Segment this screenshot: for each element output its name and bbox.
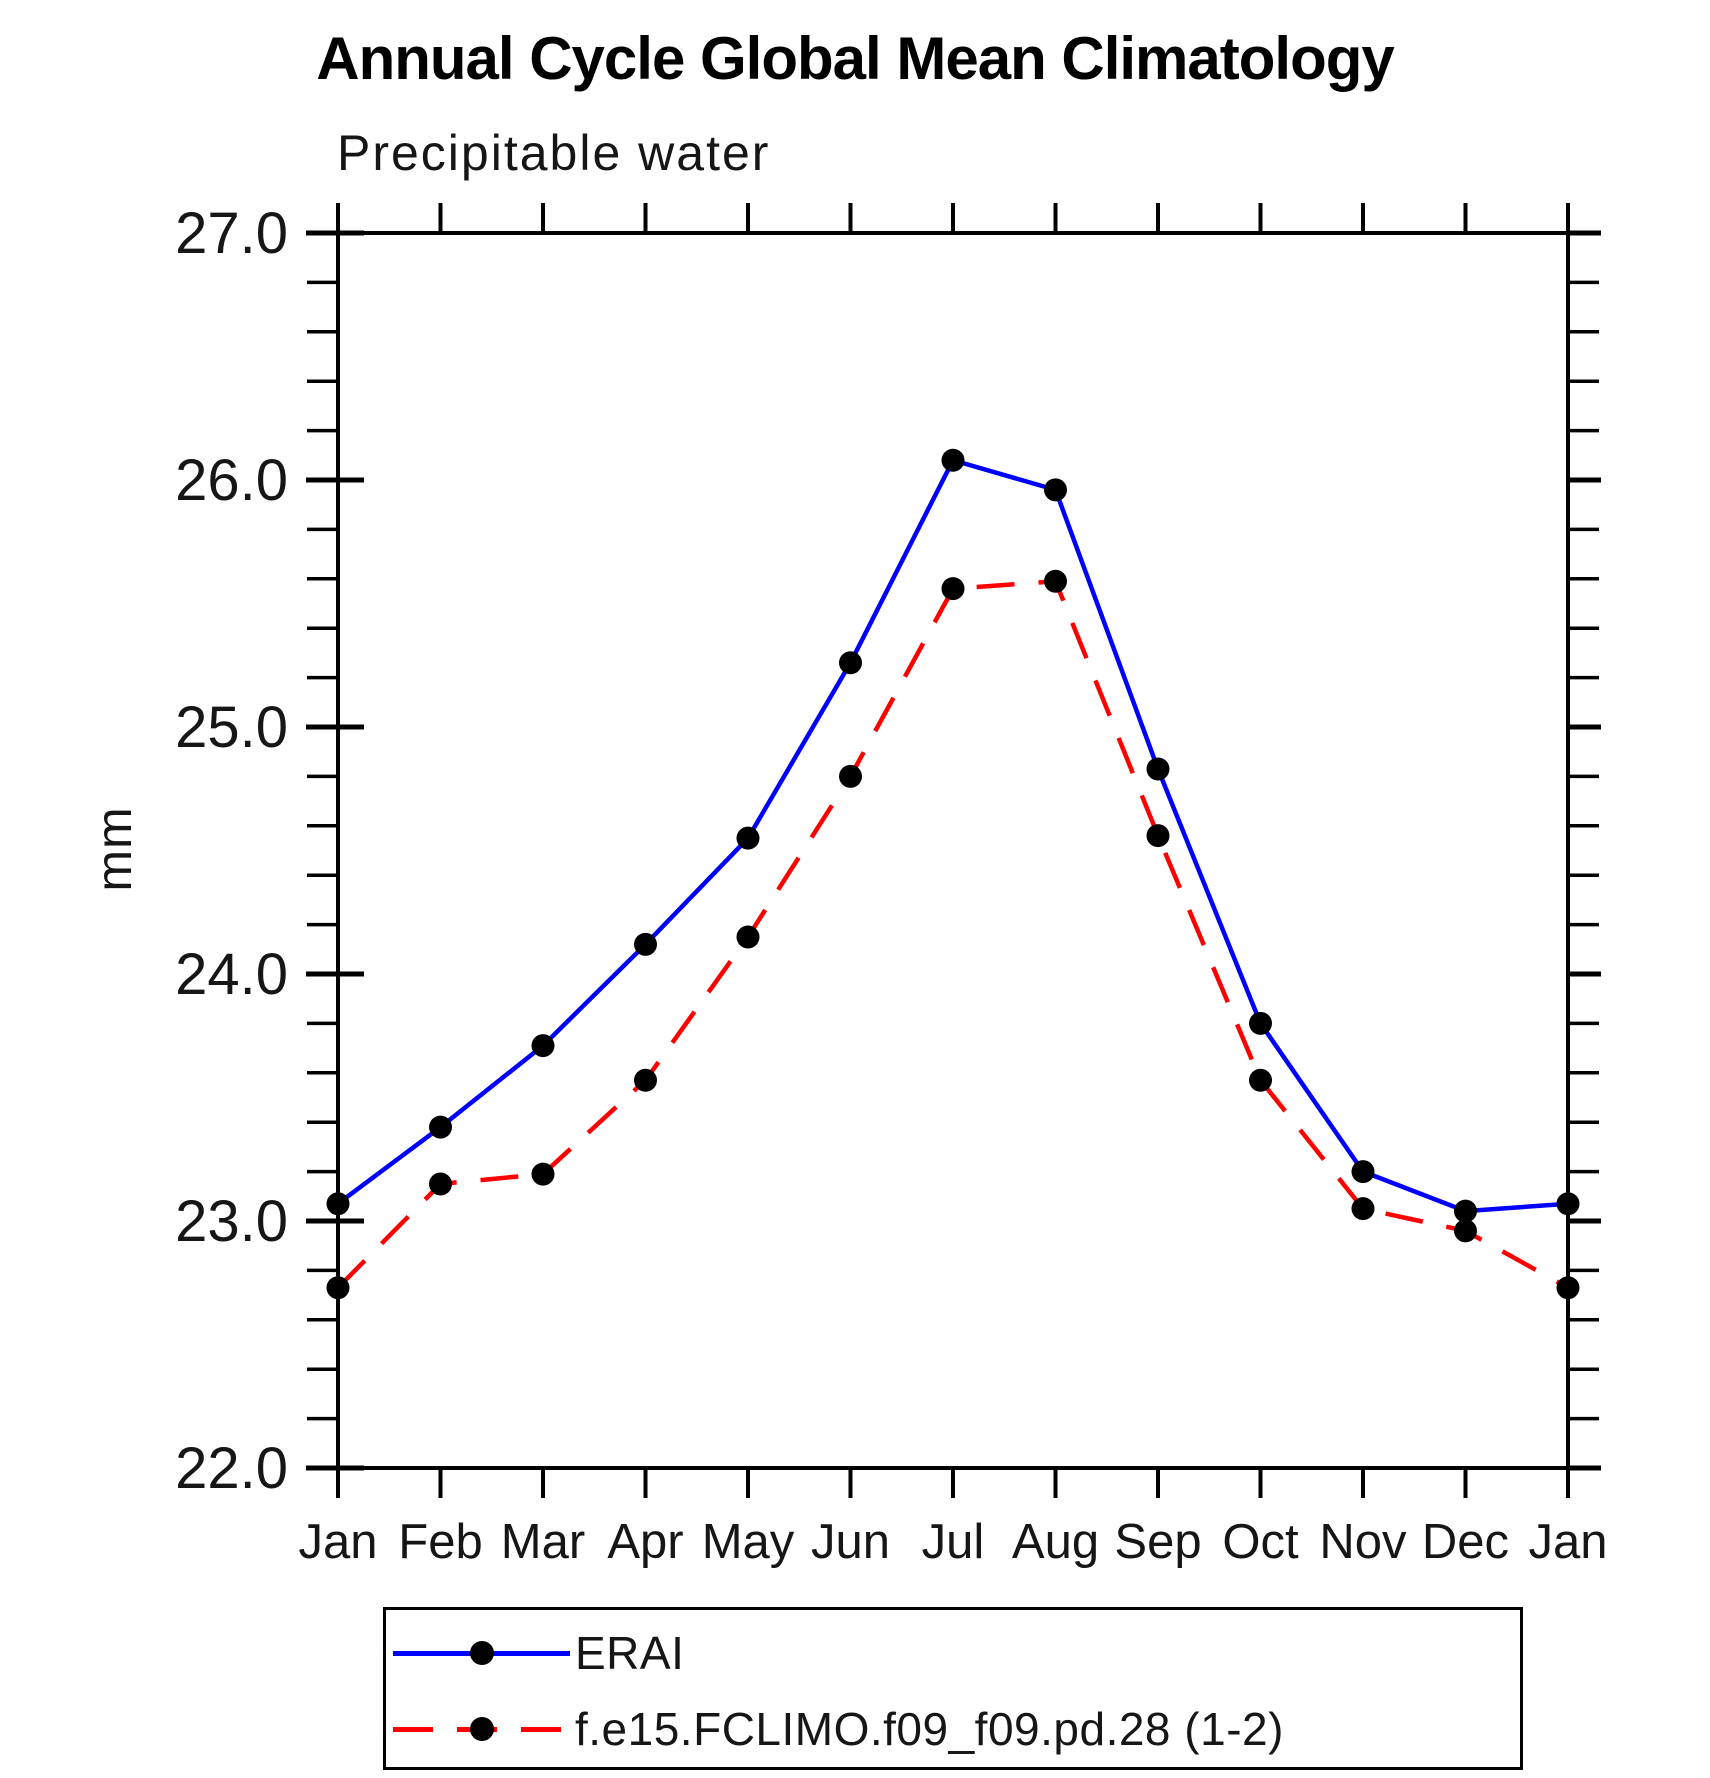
x-axis-tick-label: Dec (1422, 1515, 1509, 1569)
data-point-marker (634, 1068, 657, 1092)
data-point-marker (1454, 1199, 1477, 1223)
x-axis-tick-label: Aug (1012, 1515, 1099, 1569)
data-point-marker (1556, 1276, 1580, 1300)
legend-label-model: f.e15.FCLIMO.f09_f09.pd.28 (1-2) (575, 1703, 1284, 1755)
y-axis-tick-label: 23.0 (175, 1189, 288, 1254)
x-axis-tick-label: May (702, 1515, 795, 1569)
data-point-marker (1249, 1011, 1272, 1035)
data-point-marker (1556, 1192, 1580, 1216)
chart-title: Annual Cycle Global Mean Climatology (316, 25, 1395, 92)
legend-label-erai: ERAI (575, 1627, 685, 1679)
data-point-marker (941, 448, 965, 472)
legend-marker-dot (469, 1717, 494, 1741)
legend-box: ERAI f.e15.FCLIMO.f09_f09.pd.28 (1-2) (383, 1607, 1523, 1770)
x-axis-tick-label: Jul (922, 1515, 985, 1569)
x-axis-tick-label: Oct (1222, 1515, 1299, 1569)
erai-series-line (336, 457, 1569, 1214)
data-point-marker (1146, 757, 1170, 781)
y-axis-tick-label: 26.0 (175, 448, 288, 513)
x-axis-tick-label: Jan (1528, 1515, 1607, 1569)
data-point-marker (839, 764, 862, 788)
data-point-marker (839, 651, 862, 675)
legend-item-erai: ERAI (393, 1613, 684, 1693)
data-point-marker (1351, 1197, 1375, 1221)
x-axis-tick-label: Mar (501, 1515, 585, 1569)
legend-line-sample-dashed (393, 1717, 570, 1741)
data-point-marker (1249, 1068, 1272, 1092)
y-axis-tick-label: 25.0 (175, 695, 288, 760)
data-point-marker (429, 1172, 452, 1196)
data-point-marker (1044, 569, 1067, 593)
y-axis-tick-label: 24.0 (175, 942, 288, 1007)
legend-line-sample-solid (393, 1641, 570, 1665)
x-axis-tick-label: Nov (1319, 1515, 1407, 1569)
x-axis-tick-label: Apr (607, 1515, 683, 1569)
y-axis-tick-label: 22.0 (175, 1436, 288, 1501)
data-point-marker (1454, 1219, 1477, 1243)
data-point-marker (1044, 478, 1067, 502)
y-axis-tick-label: 27.0 (175, 201, 288, 266)
x-axis-tick-label: Jun (811, 1515, 890, 1569)
x-axis-tick-label: Jan (298, 1515, 377, 1569)
chart-subtitle: Precipitable water (337, 125, 771, 181)
data-point-marker (736, 826, 760, 850)
data-point-marker (531, 1162, 555, 1186)
data-point-marker (1351, 1160, 1375, 1184)
plot-area: Jan Feb Mar Apr May Jun Jul Aug Sep Oct Nov Dec Jan2… (175, 201, 1607, 1569)
data-point-marker (326, 1276, 350, 1300)
data-point-marker (736, 925, 760, 949)
x-axis-tick-label: Feb (398, 1515, 482, 1569)
x-axis-tick-label: Sep (1114, 1515, 1201, 1569)
y-axis-title: mm (86, 806, 142, 892)
data-point-marker (531, 1034, 555, 1058)
data-point-marker (941, 577, 965, 601)
data-point-marker (634, 932, 657, 956)
data-point-marker (326, 1192, 350, 1216)
data-point-marker (429, 1115, 452, 1139)
data-point-marker (1146, 824, 1170, 848)
legend-item-model: f.e15.FCLIMO.f09_f09.pd.28 (1-2) (393, 1689, 1284, 1769)
legend-marker-dot (469, 1641, 494, 1665)
